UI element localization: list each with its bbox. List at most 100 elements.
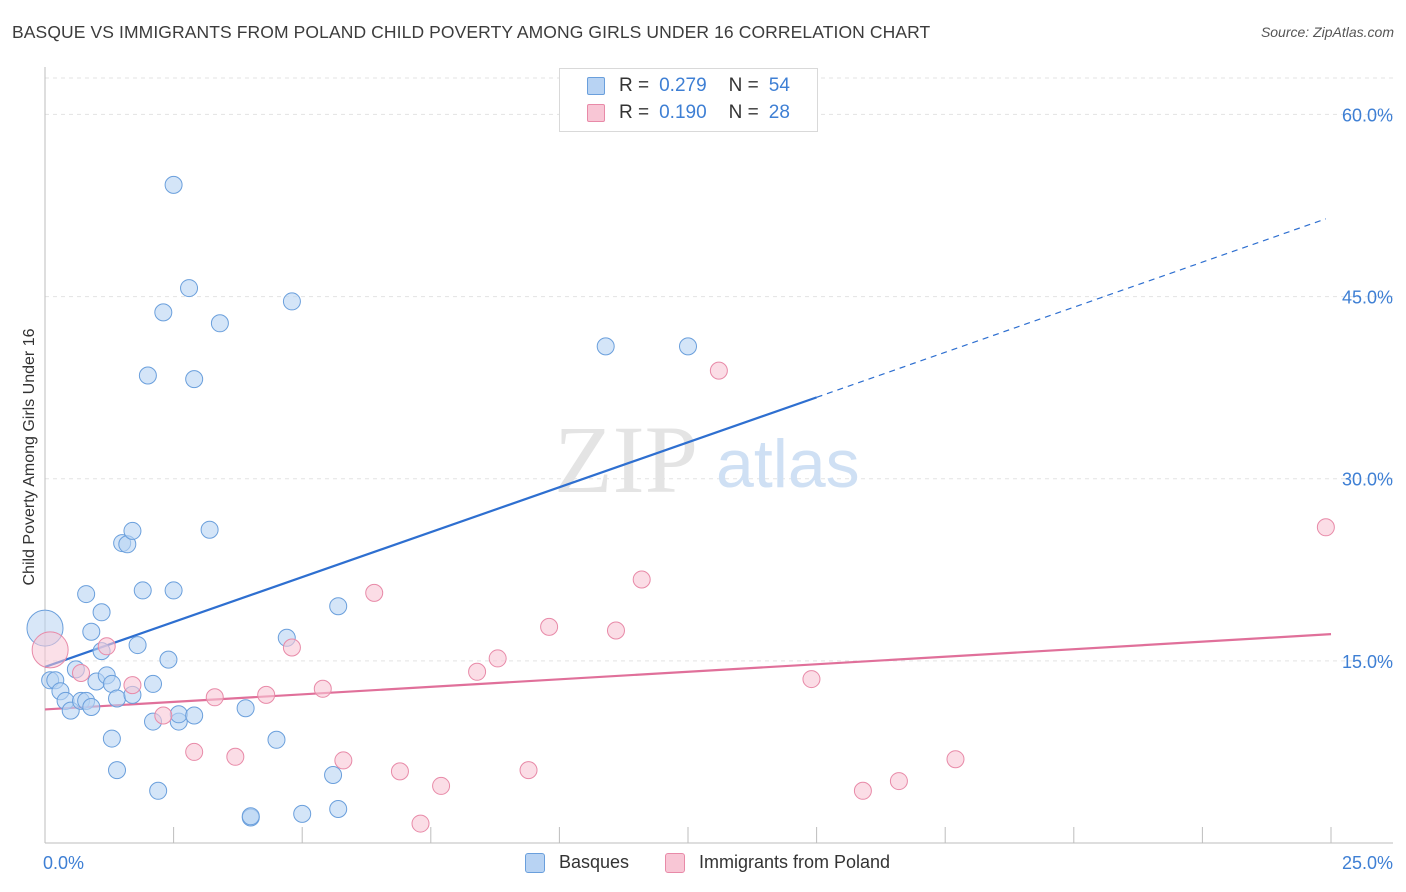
point-poland xyxy=(468,662,487,681)
point-basques xyxy=(185,370,204,389)
point-basques xyxy=(241,807,260,826)
legend-row-basques: R = 0.279 N = 54 xyxy=(587,75,790,97)
legend-r-value: 0.190 xyxy=(659,102,707,123)
watermark-atlas: atlas xyxy=(716,426,860,502)
point-basques xyxy=(282,292,301,311)
point-poland xyxy=(226,747,245,766)
point-basques xyxy=(149,781,168,800)
bottom-legend-basques: Basques xyxy=(525,852,629,873)
legend-n-value: 54 xyxy=(768,75,790,96)
legend-swatch-poland xyxy=(587,104,605,122)
point-basques xyxy=(82,698,101,716)
point-basques xyxy=(77,585,96,604)
point-basques xyxy=(164,175,183,194)
y-tick-label: 30.0% xyxy=(1342,470,1393,490)
point-poland xyxy=(802,670,821,689)
legend-swatch-basques xyxy=(587,77,605,95)
trend-line-basques xyxy=(44,396,817,668)
point-poland xyxy=(97,637,116,656)
bottom-legend-swatch-basques xyxy=(525,852,545,873)
legend-n-value: 28 xyxy=(768,102,790,123)
bottom-legend-label-basques: Basques xyxy=(559,852,630,872)
point-poland xyxy=(365,583,384,602)
source-label: Source: ZipAtlas.com xyxy=(1260,24,1394,40)
point-poland xyxy=(632,570,651,589)
x-tick-label: 25.0% xyxy=(1342,853,1393,873)
point-basques xyxy=(108,689,127,708)
point-basques xyxy=(159,650,178,669)
point-poland xyxy=(31,631,69,669)
bottom-legend-poland: Immigrants from Poland xyxy=(665,852,890,873)
point-basques xyxy=(169,705,188,724)
point-basques xyxy=(123,521,142,540)
point-poland xyxy=(1316,518,1335,537)
point-basques xyxy=(200,520,219,539)
data-points xyxy=(26,175,1335,833)
point-basques xyxy=(293,804,312,823)
point-poland xyxy=(257,685,276,704)
legend: R = 0.279 N = 54 R = 0.190 N = 28 xyxy=(559,68,818,132)
point-basques xyxy=(267,730,286,749)
point-basques xyxy=(185,706,204,725)
y-tick-label: 60.0% xyxy=(1342,105,1393,125)
point-poland xyxy=(185,742,204,761)
bottom-legend-swatch-poland xyxy=(665,852,685,873)
point-poland xyxy=(411,814,430,833)
point-basques xyxy=(133,581,152,600)
tick-labels: 15.0% 30.0% 45.0% 60.0% 0.0% 25.0% xyxy=(43,105,1393,873)
point-poland xyxy=(390,762,409,781)
point-poland xyxy=(282,638,301,657)
point-basques xyxy=(154,303,173,322)
legend-n-label: N = xyxy=(728,75,759,96)
legend-r-value: 0.279 xyxy=(659,75,707,96)
legend-r-label: R = xyxy=(619,75,650,96)
point-poland xyxy=(205,688,224,707)
point-basques xyxy=(82,622,101,641)
point-basques xyxy=(92,603,111,622)
point-poland xyxy=(519,761,538,780)
point-basques xyxy=(596,337,615,356)
point-poland xyxy=(889,772,908,791)
bottom-legend-label-poland: Immigrants from Poland xyxy=(699,852,891,872)
point-basques xyxy=(138,366,157,385)
point-basques xyxy=(180,279,199,298)
point-poland xyxy=(432,776,451,795)
point-basques xyxy=(324,766,343,784)
point-basques xyxy=(210,314,229,333)
point-basques xyxy=(679,337,697,356)
trend-line-poland xyxy=(44,633,1332,711)
y-tick-label: 45.0% xyxy=(1342,288,1393,308)
point-poland xyxy=(334,751,353,770)
point-basques xyxy=(108,761,127,780)
point-poland xyxy=(606,621,625,640)
point-basques xyxy=(329,597,348,616)
legend-r-label: R = xyxy=(619,102,650,123)
point-poland xyxy=(488,649,507,668)
point-basques xyxy=(144,674,163,693)
point-poland xyxy=(123,676,142,695)
y-tick-label: 15.0% xyxy=(1342,652,1393,672)
point-basques xyxy=(329,800,348,818)
bottom-legend: Basques Immigrants from Poland xyxy=(0,852,1406,878)
trend-line-basques-extension xyxy=(816,218,1327,398)
point-poland xyxy=(313,679,332,698)
point-basques xyxy=(164,581,183,600)
point-poland xyxy=(72,664,91,682)
watermark: ZIP atlas xyxy=(554,406,860,513)
legend-row-poland: R = 0.190 N = 28 xyxy=(587,102,790,124)
point-poland xyxy=(709,361,728,380)
axes xyxy=(44,67,1393,844)
point-poland xyxy=(540,617,559,636)
y-axis-label: Child Poverty Among Girls Under 16 xyxy=(21,328,38,585)
x-tick-label: 0.0% xyxy=(43,853,84,873)
watermark-zip: ZIP xyxy=(554,406,698,513)
point-basques xyxy=(236,699,255,718)
point-basques xyxy=(102,729,121,748)
chart-title: BASQUE VS IMMIGRANTS FROM POLAND CHILD P… xyxy=(12,22,931,42)
point-basques xyxy=(128,636,147,655)
point-poland xyxy=(946,750,965,769)
legend-n-label: N = xyxy=(728,102,759,123)
point-poland xyxy=(853,781,872,800)
point-poland xyxy=(154,706,173,725)
